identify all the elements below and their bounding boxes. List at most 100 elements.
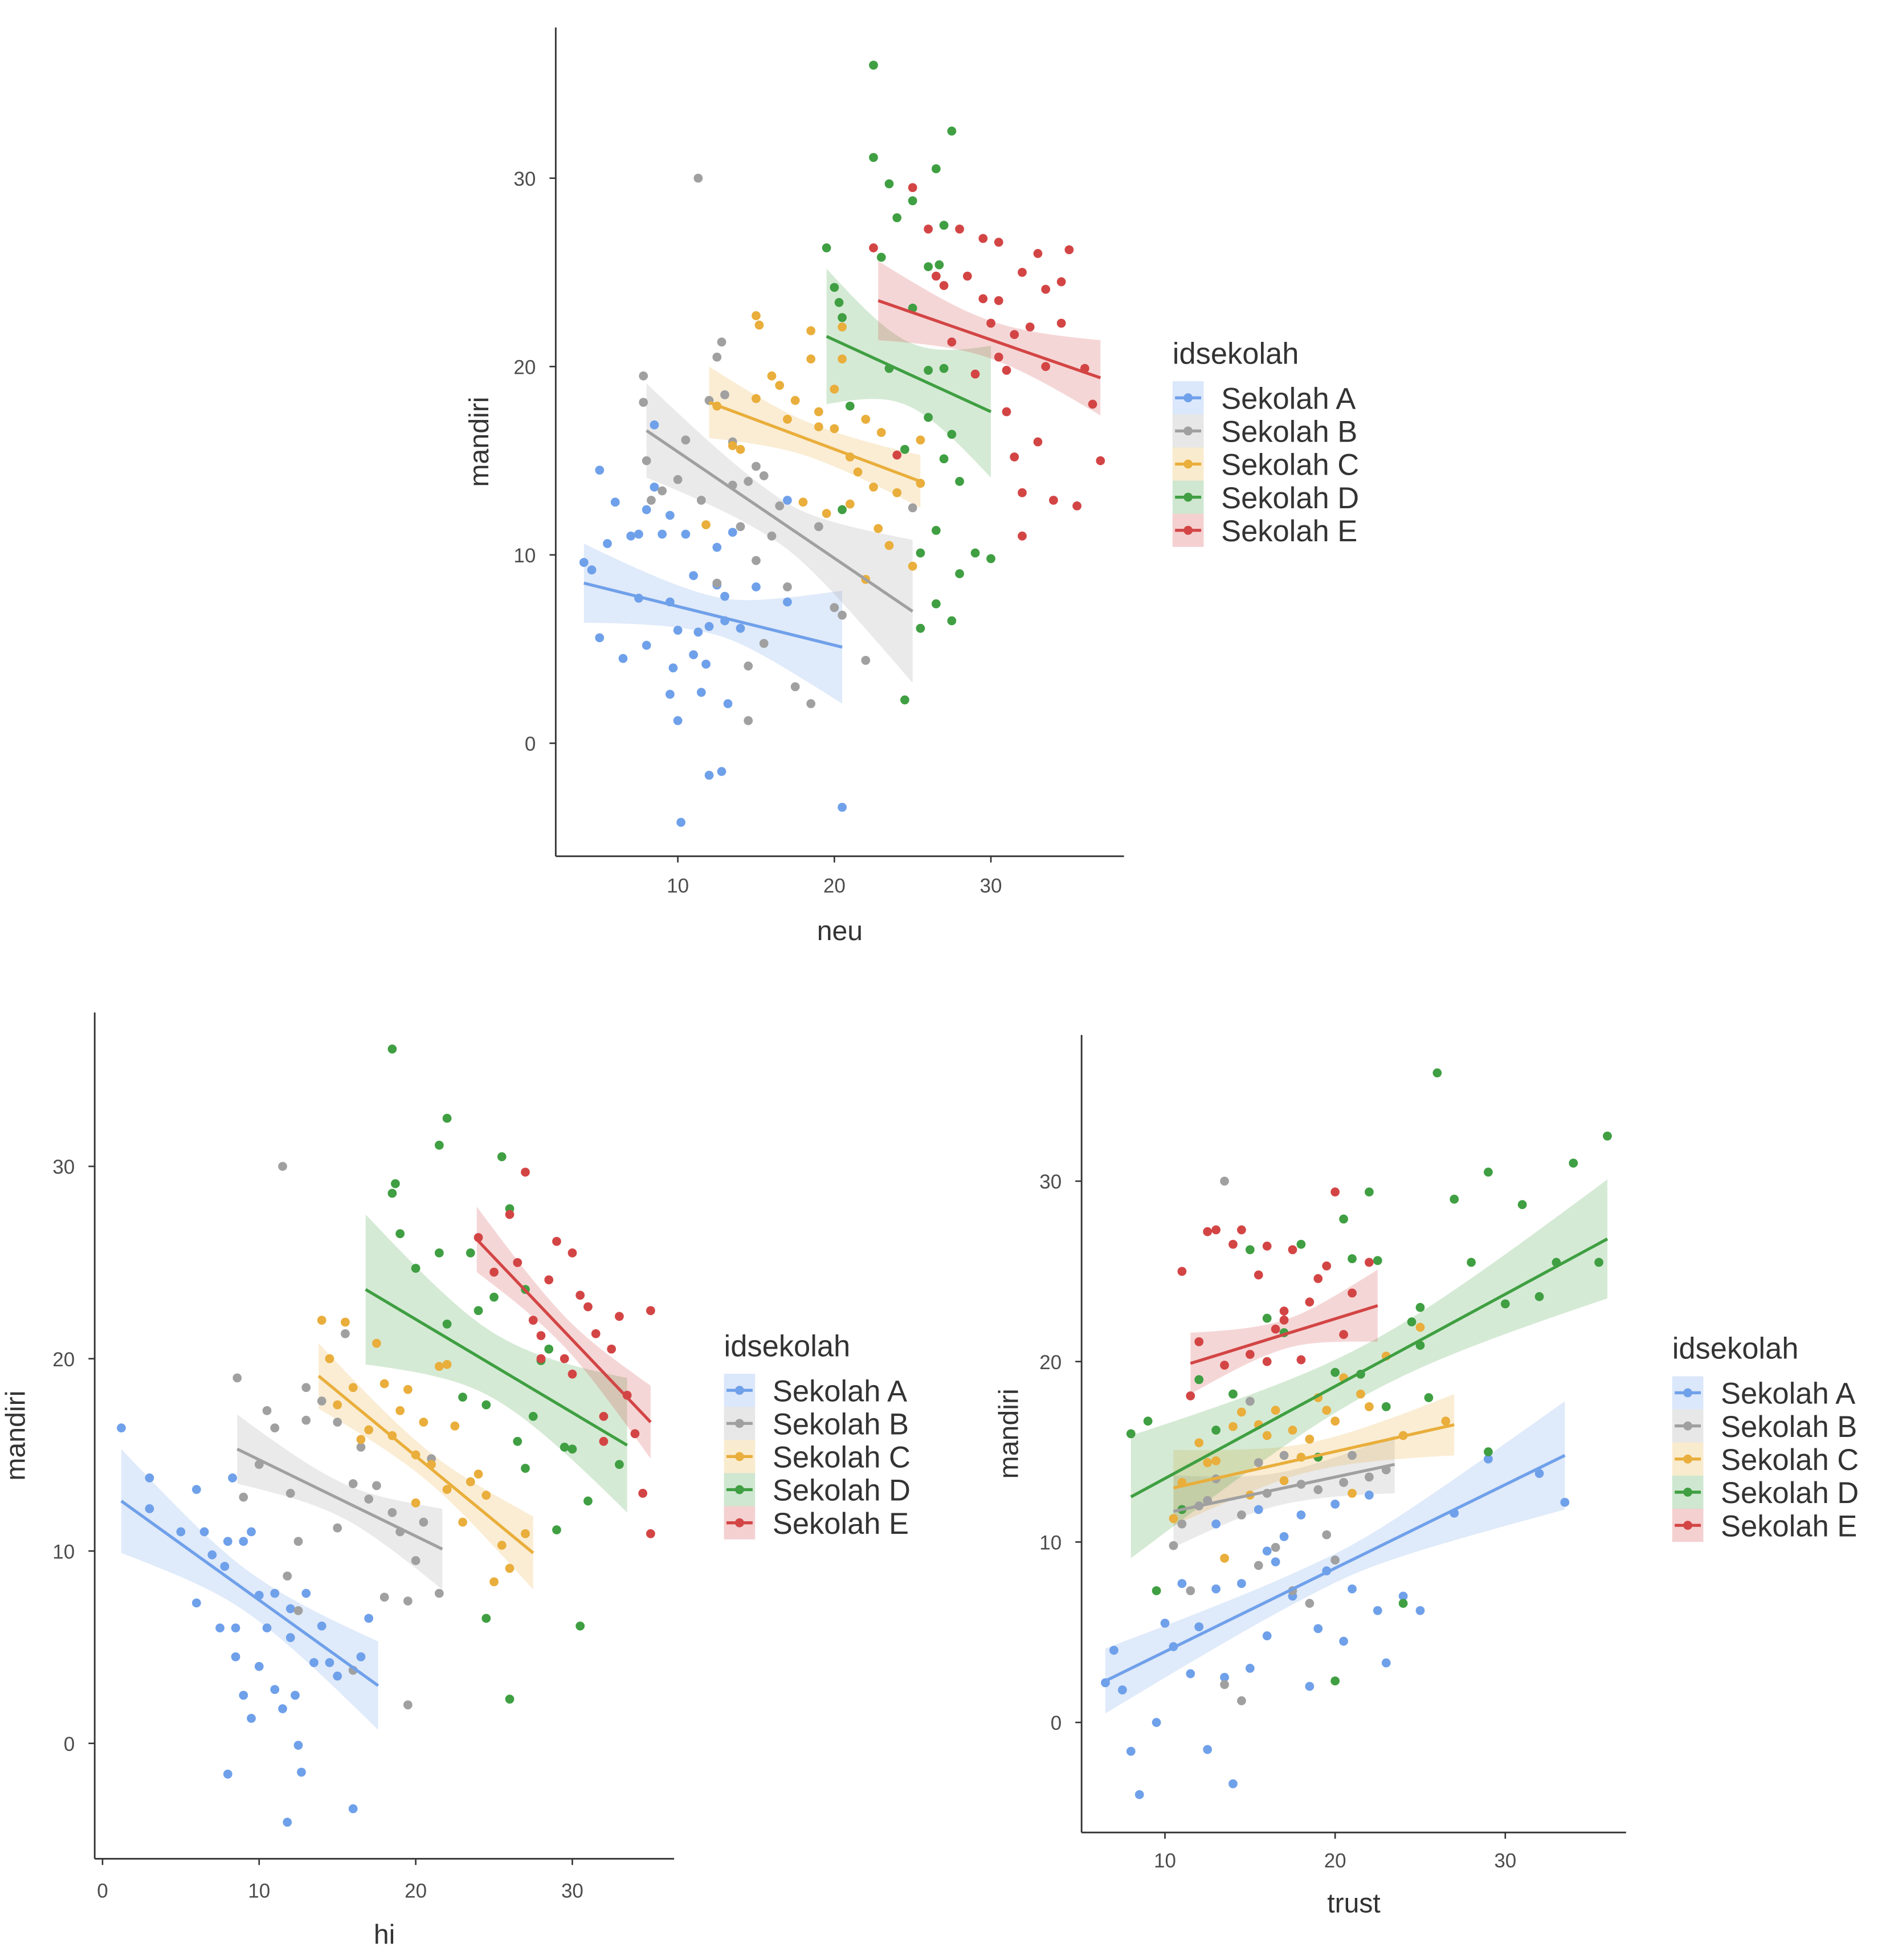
data-point-sekolah-a <box>239 1690 248 1700</box>
data-point-sekolah-b <box>838 610 847 620</box>
data-point-sekolah-b <box>712 352 722 362</box>
data-point-sekolah-e <box>1186 1391 1195 1400</box>
data-point-sekolah-b <box>1330 1555 1340 1565</box>
data-point-sekolah-c <box>1348 1488 1357 1498</box>
legend-key-point <box>735 1518 744 1528</box>
data-point-sekolah-a <box>1228 1779 1238 1788</box>
data-point-sekolah-d <box>1450 1194 1459 1204</box>
data-point-sekolah-b <box>1348 1451 1357 1460</box>
data-point-sekolah-d <box>1424 1393 1434 1402</box>
data-point-sekolah-a <box>254 1661 264 1671</box>
data-point-sekolah-e <box>1279 1315 1289 1325</box>
data-point-sekolah-e <box>552 1236 561 1246</box>
data-point-sekolah-d <box>1398 1599 1408 1608</box>
legend-key-point <box>1683 1421 1692 1431</box>
data-point-sekolah-b <box>411 1556 421 1565</box>
data-point-sekolah-b <box>301 1383 311 1393</box>
data-point-sekolah-c <box>701 520 711 529</box>
data-point-sekolah-e <box>970 369 980 379</box>
data-point-sekolah-c <box>1194 1438 1204 1448</box>
data-point-sekolah-d <box>876 252 886 262</box>
data-point-sekolah-a <box>673 626 683 635</box>
data-point-sekolah-b <box>348 1479 358 1488</box>
data-point-sekolah-a <box>783 496 792 505</box>
data-point-sekolah-d <box>869 60 878 70</box>
data-point-sekolah-a <box>689 650 698 659</box>
data-point-sekolah-a <box>783 597 792 607</box>
data-point-sekolah-e <box>978 234 988 243</box>
data-point-sekolah-b <box>333 1418 342 1427</box>
data-point-sekolah-c <box>1279 1476 1289 1485</box>
data-point-sekolah-b <box>364 1494 374 1504</box>
data-point-sekolah-b <box>293 1537 303 1546</box>
data-point-sekolah-a <box>228 1473 237 1483</box>
data-point-sekolah-d <box>900 695 909 705</box>
data-point-sekolah-a <box>1160 1618 1170 1628</box>
legend-key-point <box>1183 525 1193 535</box>
data-point-sekolah-c <box>1365 1402 1374 1411</box>
legend-item: Sekolah D <box>1172 480 1359 515</box>
legend-key-point <box>1183 459 1193 469</box>
data-point-sekolah-a <box>199 1527 209 1537</box>
data-point-sekolah-a <box>650 420 659 430</box>
data-point-sekolah-b <box>767 531 777 541</box>
data-point-sekolah-a <box>1134 1790 1144 1799</box>
data-point-sekolah-c <box>1211 1456 1221 1465</box>
data-point-sekolah-e <box>568 1248 577 1257</box>
data-point-sekolah-b <box>759 639 769 648</box>
regression-line-sekolah-a <box>583 581 843 649</box>
data-point-sekolah-b <box>403 1596 413 1606</box>
y-tick-label: 10 <box>513 545 536 567</box>
data-point-sekolah-b <box>639 398 648 407</box>
legend-item: Sekolah C <box>1672 1442 1859 1477</box>
data-point-sekolah-d <box>489 1292 499 1302</box>
data-point-sekolah-d <box>1126 1429 1136 1439</box>
data-point-sekolah-a <box>325 1658 334 1667</box>
legend-key-point <box>1683 1488 1692 1497</box>
regression-line-sekolah-e <box>877 299 1101 379</box>
data-point-sekolah-d <box>1211 1426 1221 1435</box>
data-point-sekolah-c <box>403 1385 413 1394</box>
data-point-sekolah-a <box>1365 1491 1374 1500</box>
data-point-sekolah-c <box>379 1379 389 1389</box>
data-point-sekolah-a <box>642 505 651 514</box>
data-point-sekolah-c <box>489 1577 499 1587</box>
data-point-sekolah-a <box>712 542 722 552</box>
chart-panel-neu: 10 20 30 0 10 20 30 neu mandiri idsekolah Sekolah … <box>464 27 1359 946</box>
data-point-sekolah-a <box>1534 1469 1544 1478</box>
data-point-sekolah-b <box>434 1589 444 1598</box>
data-point-sekolah-d <box>1152 1586 1161 1595</box>
data-point-sekolah-a <box>665 689 675 699</box>
data-point-sekolah-a <box>1194 1622 1204 1632</box>
data-point-sekolah-d <box>1484 1167 1493 1177</box>
data-point-sekolah-d <box>924 366 933 375</box>
data-point-sekolah-c <box>497 1541 507 1550</box>
data-point-sekolah-e <box>1088 399 1097 409</box>
data-point-sekolah-d <box>822 243 831 252</box>
data-point-sekolah-e <box>924 224 933 234</box>
data-point-sekolah-b <box>1305 1599 1315 1608</box>
legend-label: Sekolah B <box>773 1407 909 1441</box>
data-point-sekolah-a <box>278 1704 287 1713</box>
regression-line-sekolah-e <box>1190 1304 1378 1365</box>
legend-key-point <box>735 1386 744 1395</box>
data-point-sekolah-d <box>481 1614 491 1623</box>
data-point-sekolah-e <box>599 1412 609 1421</box>
data-point-sekolah-d <box>1330 1367 1340 1377</box>
data-point-sekolah-a <box>618 654 628 663</box>
data-point-sekolah-a <box>270 1589 280 1598</box>
data-point-sekolah-a <box>1415 1606 1425 1615</box>
data-point-sekolah-a <box>333 1671 342 1681</box>
data-point-sekolah-a <box>1177 1579 1187 1589</box>
data-point-sekolah-d <box>1348 1254 1357 1264</box>
data-point-sekolah-c <box>845 499 855 509</box>
data-point-sekolah-d <box>1296 1239 1306 1249</box>
data-point-sekolah-e <box>505 1210 515 1219</box>
data-point-sekolah-d <box>1415 1302 1425 1312</box>
data-point-sekolah-d <box>932 526 941 535</box>
data-point-sekolah-a <box>239 1537 248 1546</box>
data-point-sekolah-c <box>1262 1431 1272 1440</box>
y-tick-label: 20 <box>52 1349 75 1371</box>
data-point-sekolah-e <box>1018 488 1027 497</box>
data-point-sekolah-c <box>1288 1426 1297 1435</box>
